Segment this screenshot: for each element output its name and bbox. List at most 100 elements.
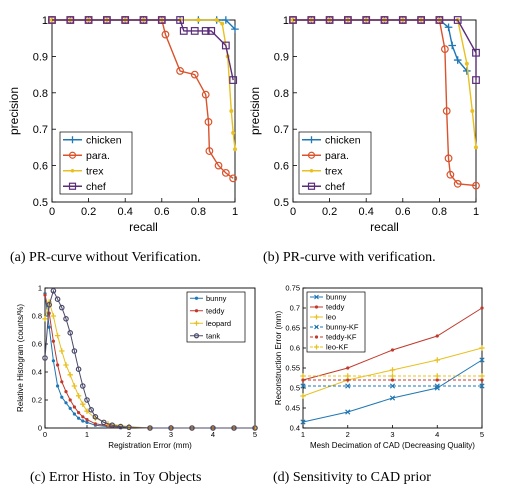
legend-marker — [307, 151, 316, 159]
y-tick-label: 0.8 — [33, 88, 48, 100]
point-para. — [440, 45, 449, 54]
x-axis-label: recall — [370, 220, 399, 234]
x-tick-label: 3 — [169, 430, 173, 439]
point-bunny — [300, 419, 306, 425]
point-leo-KF — [434, 373, 440, 379]
x-tick-label: 1 — [473, 206, 479, 218]
y-tick-label: 0.65 — [285, 324, 300, 333]
series-leo-KF — [300, 373, 485, 379]
point-leo — [300, 393, 306, 399]
point-para. — [204, 118, 213, 126]
point-chef — [207, 27, 216, 35]
point-chef — [176, 16, 185, 24]
point-trex — [464, 61, 469, 66]
legend-marker — [68, 182, 77, 190]
point-bunny — [47, 325, 51, 329]
point-teddy — [68, 398, 72, 402]
point-chef — [362, 16, 371, 24]
point-bunny — [60, 395, 64, 399]
point-chef — [325, 16, 334, 24]
point-chef — [472, 48, 480, 57]
point-bunny — [479, 357, 485, 363]
point-chef — [453, 16, 462, 24]
point-chef — [179, 27, 188, 35]
point-leopard — [59, 348, 65, 354]
y-tick-label: 0.5 — [33, 197, 48, 209]
point-tank — [84, 397, 90, 403]
legend-label: leopard — [206, 319, 231, 328]
point-leo — [479, 345, 485, 351]
caption-c: (c) Error Histo. in Toy Objects — [30, 470, 202, 485]
point-teddy-KF — [301, 378, 305, 382]
point-para. — [176, 67, 185, 75]
legend-label: leo-KF — [326, 343, 349, 352]
legend-box — [306, 291, 366, 353]
y-tick-label: 0.7 — [274, 124, 289, 136]
point-chef — [380, 16, 389, 24]
legend-label: bunny — [326, 293, 347, 302]
point-chef — [435, 16, 444, 24]
point-teddy-KF — [346, 378, 350, 382]
x-tick-label: 0.4 — [359, 206, 374, 218]
x-tick-label: 0.6 — [154, 206, 169, 218]
point-teddy — [77, 411, 81, 415]
point-para. — [214, 161, 223, 170]
x-tick-label: 2 — [127, 430, 131, 439]
point-tank — [109, 422, 116, 429]
legend-marker — [193, 333, 200, 339]
legend-marker — [314, 305, 319, 309]
y-tick-label: 0.2 — [32, 396, 42, 405]
legend-marker — [314, 314, 319, 320]
point-chef — [398, 16, 407, 24]
point-chef — [157, 16, 166, 24]
point-trex — [474, 145, 478, 150]
point-leopard — [80, 401, 86, 407]
x-tick-label: 0 — [43, 430, 47, 439]
x-axis-label: recall — [129, 220, 158, 234]
point-chef — [417, 16, 425, 24]
point-para. — [472, 181, 480, 190]
legend-marker — [307, 182, 316, 190]
point-teddy — [56, 363, 60, 367]
point-teddy — [64, 390, 68, 394]
point-para. — [201, 90, 210, 99]
point-para. — [205, 147, 214, 155]
series-bunny-KF — [300, 383, 485, 389]
x-tick-label: 4 — [435, 430, 439, 439]
point-tank — [42, 355, 48, 361]
y-tick-label: 0.4 — [32, 368, 42, 377]
legend-label: tank — [206, 331, 220, 340]
legend-label: para. — [325, 150, 349, 162]
point-leo-KF — [389, 373, 396, 379]
y-tick-label: 0.6 — [290, 344, 300, 353]
series-chef — [289, 16, 480, 84]
x-axis-label: Mesh Decimation of CAD (Decreasing Quali… — [310, 441, 475, 450]
series-chef — [48, 16, 238, 84]
x-tick-label: 3 — [390, 430, 394, 439]
point-leopard — [54, 332, 61, 339]
point-bunny — [77, 416, 81, 420]
legend-label: bunny-KF — [326, 323, 359, 332]
point-chicken — [444, 23, 453, 32]
point-bunny-KF — [479, 383, 485, 389]
point-teddy — [51, 339, 56, 343]
point-teddy-KF — [390, 378, 395, 382]
point-tank — [101, 419, 107, 426]
point-tank — [92, 413, 99, 420]
point-para. — [221, 168, 230, 177]
point-tank — [67, 329, 74, 336]
point-tank — [46, 301, 53, 308]
point-tank — [63, 315, 69, 322]
legend-label: chicken — [86, 134, 122, 146]
point-chef — [307, 16, 316, 24]
x-axis-label: Registration Error (mm) — [108, 441, 192, 450]
point-bunny — [81, 419, 85, 423]
point-tank — [88, 406, 95, 413]
x-tick-label: 0 — [290, 206, 296, 218]
x-tick-label: 4 — [211, 430, 215, 439]
point-bunny-KF — [434, 383, 440, 389]
x-tick-label: 1 — [232, 206, 238, 218]
series-bunny — [300, 357, 485, 425]
